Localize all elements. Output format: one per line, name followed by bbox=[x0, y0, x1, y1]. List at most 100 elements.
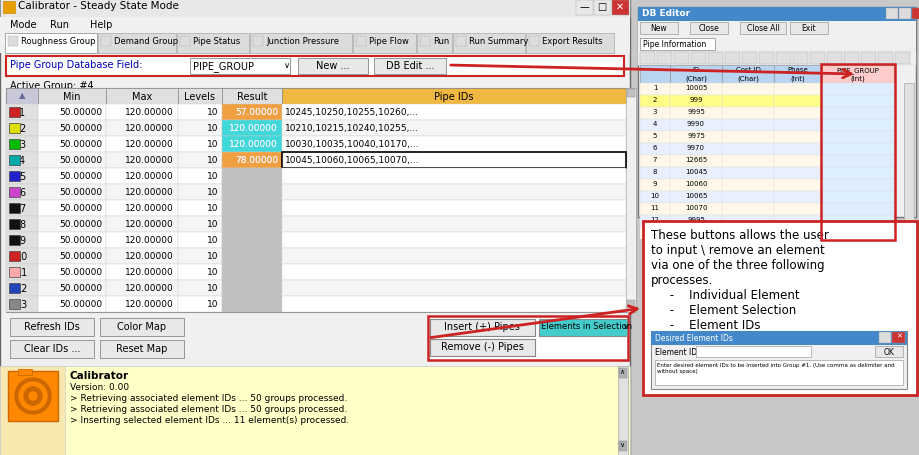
Text: 10: 10 bbox=[206, 156, 218, 165]
Bar bbox=[106, 121, 177, 136]
Text: PIPE_GROUP: PIPE_GROUP bbox=[835, 67, 879, 74]
Text: 50.00000: 50.00000 bbox=[59, 203, 102, 212]
Text: 78.00000: 78.00000 bbox=[234, 156, 278, 165]
Text: New ...: New ... bbox=[316, 61, 349, 71]
Text: 10: 10 bbox=[206, 124, 218, 133]
Text: Remove (-) Pipes: Remove (-) Pipes bbox=[440, 341, 523, 351]
Bar bbox=[9, 187, 20, 197]
Text: 12: 12 bbox=[650, 217, 659, 222]
Text: 10245,10250,10255,10260,...: 10245,10250,10255,10260,... bbox=[285, 108, 418, 117]
Bar bbox=[669, 66, 721, 84]
Bar bbox=[190, 59, 289, 75]
Bar bbox=[773, 66, 821, 84]
Bar bbox=[6, 89, 635, 312]
Bar bbox=[8, 37, 18, 47]
Text: 10005: 10005 bbox=[684, 85, 707, 91]
Text: 7: 7 bbox=[19, 203, 25, 213]
Text: 2: 2 bbox=[652, 97, 656, 103]
Bar bbox=[429, 339, 535, 356]
Bar bbox=[640, 96, 669, 108]
Bar bbox=[429, 319, 535, 336]
Text: 10: 10 bbox=[16, 252, 28, 262]
Text: ▲: ▲ bbox=[18, 91, 25, 100]
Bar bbox=[640, 167, 669, 180]
Bar bbox=[6, 57, 623, 77]
Bar bbox=[177, 136, 221, 153]
Text: Pipe Information: Pipe Information bbox=[642, 40, 706, 49]
Bar bbox=[0, 366, 630, 455]
Bar bbox=[427, 316, 628, 360]
Text: 1: 1 bbox=[652, 85, 656, 91]
Bar bbox=[9, 283, 20, 293]
Bar bbox=[809, 53, 824, 65]
Bar bbox=[758, 53, 773, 65]
Text: 13: 13 bbox=[650, 228, 659, 234]
Text: 11: 11 bbox=[650, 205, 659, 211]
Bar bbox=[792, 53, 807, 65]
Text: Run: Run bbox=[50, 20, 69, 30]
Text: 120.00000: 120.00000 bbox=[125, 203, 174, 212]
Bar bbox=[9, 268, 20, 278]
Bar bbox=[640, 216, 669, 228]
Bar bbox=[38, 296, 106, 312]
Bar bbox=[6, 316, 623, 362]
Text: 7: 7 bbox=[652, 157, 656, 162]
Bar bbox=[177, 248, 221, 264]
Bar bbox=[708, 53, 722, 65]
Bar bbox=[282, 280, 625, 296]
Bar bbox=[38, 217, 106, 233]
Text: 10030,10035,10040,10170,...: 10030,10035,10040,10170,... bbox=[285, 140, 419, 149]
Bar bbox=[356, 37, 366, 47]
Bar bbox=[878, 332, 890, 343]
Bar bbox=[721, 156, 773, 167]
Text: 120.00000: 120.00000 bbox=[229, 140, 278, 149]
Text: Close: Close bbox=[698, 24, 719, 33]
Bar bbox=[282, 248, 625, 264]
Bar bbox=[742, 53, 756, 65]
Bar bbox=[177, 121, 221, 136]
Bar bbox=[821, 203, 893, 216]
Bar bbox=[6, 248, 38, 264]
Bar bbox=[773, 228, 821, 239]
Bar bbox=[374, 59, 446, 75]
Bar bbox=[6, 233, 38, 248]
Bar bbox=[773, 96, 821, 108]
Text: ID: ID bbox=[692, 67, 698, 73]
Text: 10: 10 bbox=[206, 219, 218, 228]
Bar bbox=[739, 23, 785, 35]
Bar bbox=[860, 53, 875, 65]
Bar bbox=[6, 201, 38, 217]
Text: ✕: ✕ bbox=[615, 2, 623, 12]
Bar bbox=[9, 172, 20, 182]
Bar bbox=[177, 89, 221, 105]
Text: 120.00000: 120.00000 bbox=[229, 140, 278, 149]
Bar bbox=[282, 185, 625, 201]
Bar bbox=[221, 233, 282, 248]
Bar bbox=[669, 167, 721, 180]
Bar bbox=[106, 136, 177, 153]
Bar bbox=[821, 108, 893, 120]
Text: 120.00000: 120.00000 bbox=[125, 268, 174, 276]
Bar bbox=[528, 37, 539, 47]
Text: 10165: 10165 bbox=[684, 228, 707, 234]
Bar bbox=[773, 192, 821, 203]
Bar bbox=[101, 37, 111, 47]
Bar bbox=[640, 53, 654, 65]
Bar bbox=[282, 153, 625, 169]
Bar bbox=[221, 121, 282, 136]
Text: Desired Element IDs: Desired Element IDs bbox=[654, 333, 732, 342]
Bar bbox=[106, 105, 177, 121]
Text: 1: 1 bbox=[19, 108, 25, 118]
Bar bbox=[724, 53, 739, 65]
Bar bbox=[821, 131, 893, 144]
Bar bbox=[0, 18, 630, 34]
Bar bbox=[821, 156, 893, 167]
Text: Max: Max bbox=[131, 92, 152, 102]
Bar bbox=[0, 366, 65, 455]
Bar bbox=[721, 144, 773, 156]
Text: ∨: ∨ bbox=[618, 441, 624, 447]
Text: 50.00000: 50.00000 bbox=[59, 108, 102, 117]
Bar bbox=[821, 180, 893, 192]
Bar bbox=[0, 0, 630, 455]
Bar bbox=[106, 296, 177, 312]
